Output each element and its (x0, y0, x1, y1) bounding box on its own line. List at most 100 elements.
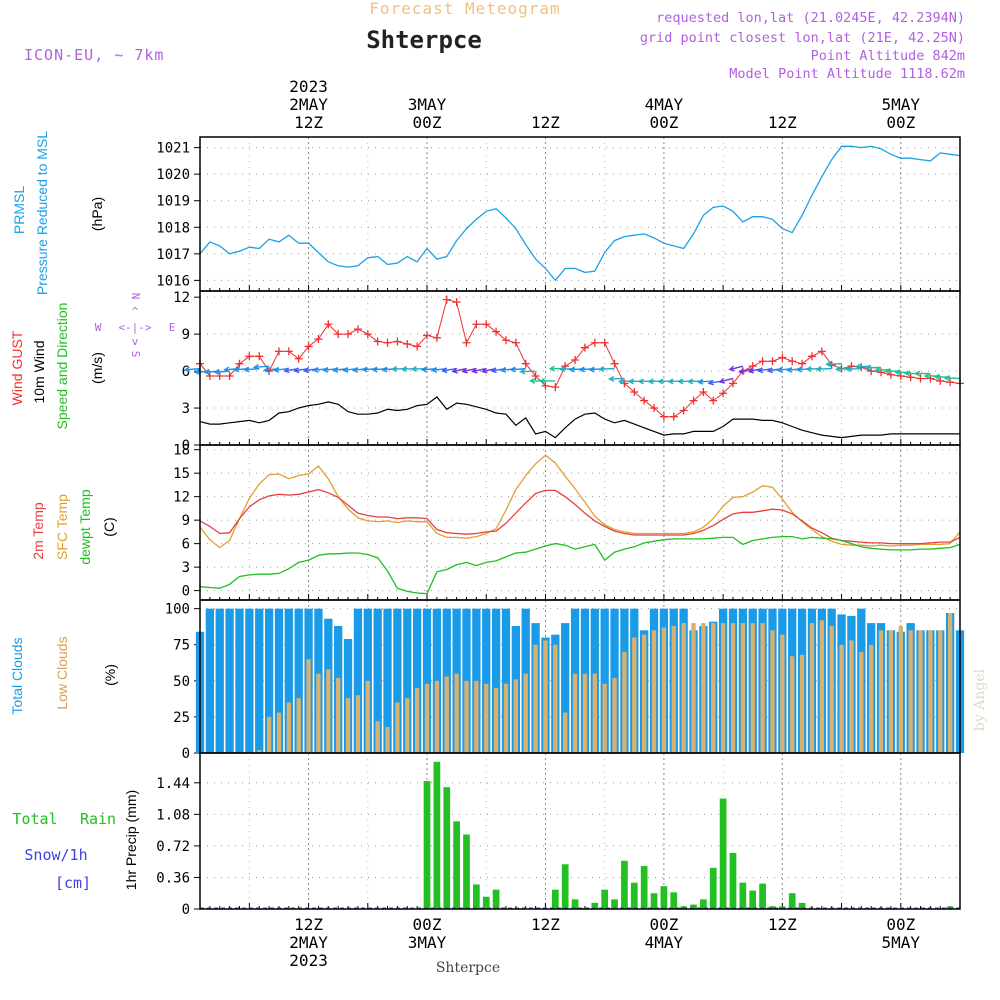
wind-arrow-head (461, 367, 468, 374)
low-cloud-bar (395, 702, 400, 753)
sfc-temp-line (199, 454, 961, 549)
pressure-line (199, 145, 961, 282)
low-cloud-bar (760, 623, 765, 753)
gust-marker (314, 335, 323, 344)
low-cloud-bar (592, 673, 597, 753)
low-cloud-bar (908, 630, 913, 753)
gust-marker (551, 383, 560, 392)
low-cloud-bar (474, 680, 479, 753)
low-cloud-bar (316, 673, 321, 753)
y-tick-label: 1.08 (156, 807, 190, 823)
precip-bar (690, 904, 697, 909)
location-title: Shterpce (366, 26, 482, 54)
gust-marker (610, 359, 619, 368)
wind-arrow-head (361, 366, 368, 373)
gust-marker (403, 339, 412, 348)
time-label-year: 2023 (289, 951, 328, 970)
low-cloud-bar (424, 683, 430, 753)
wind-arrow-head (874, 366, 881, 373)
precip-bar (453, 821, 460, 909)
precip-bar (492, 889, 500, 909)
low-cloud-bar (790, 656, 795, 753)
total-cloud-bar (294, 608, 303, 753)
time-label-date: 2MAY (289, 95, 328, 114)
wind-arrow-head (568, 366, 576, 373)
model-altitude: Model Point Altitude 1118.62m (729, 66, 965, 82)
wind-arrow-head (686, 378, 694, 385)
precip-bar (611, 899, 618, 909)
gust-marker (817, 347, 826, 356)
wind-direction-arrow (739, 367, 753, 373)
total-cloud-bar (491, 608, 501, 753)
low-cloud-bar (513, 679, 519, 753)
wind-direction-arrow (945, 377, 961, 380)
low-cloud-bar (780, 634, 785, 753)
gust-marker (807, 352, 816, 361)
wind-arrow-head (242, 366, 250, 373)
low-cloud-bar (543, 640, 548, 753)
low-cloud-bar (809, 623, 815, 753)
gust-marker (689, 396, 698, 405)
watermark: by Angel (972, 668, 988, 731)
time-label-hour: 00Z (886, 915, 915, 934)
low-cloud-bar (503, 683, 509, 753)
wind-arrow-head (756, 367, 764, 374)
total-cloud-bar (353, 608, 363, 753)
gust-marker (659, 412, 668, 421)
gust-marker (383, 338, 392, 347)
wind-arrow-head (499, 366, 507, 373)
wind-arrow-head (815, 366, 822, 373)
low-cloud-bar (365, 680, 370, 753)
wind-arrow-head (252, 364, 260, 371)
wind-arrow-head (825, 361, 832, 368)
wind-arrow-head (272, 366, 280, 373)
total-cloud-bar (501, 608, 511, 753)
compass-north: N (129, 293, 142, 300)
time-label-hour: 00Z (413, 113, 442, 132)
time-label-date: 5MAY (882, 933, 921, 952)
clouds-label-total: Total Clouds (9, 637, 25, 714)
total-cloud-bar (264, 608, 274, 753)
gust-marker (541, 381, 550, 390)
total-cloud-bar (403, 608, 412, 753)
wind-arrow-head (805, 366, 812, 373)
low-cloud-bar (266, 716, 272, 753)
precip-bar (640, 866, 648, 909)
gust-marker (798, 359, 807, 368)
dewpoint-line (199, 535, 961, 595)
wind-arrow-head (904, 370, 911, 377)
wind-arrow-head (728, 365, 735, 372)
wind-arrow-head (233, 366, 240, 373)
low-cloud-bar (553, 644, 558, 753)
gust-marker (344, 330, 353, 339)
wind-arrow-head (322, 366, 329, 373)
y-tick-label: 15 (173, 466, 190, 482)
y-tick-label: 12 (173, 490, 190, 506)
wind-speed-line (199, 396, 960, 439)
low-cloud-bar (257, 750, 262, 753)
gust-marker (580, 343, 589, 352)
y-tick-label: 1019 (156, 194, 190, 210)
gust-marker (501, 336, 510, 345)
y-tick-label: 1021 (156, 141, 190, 157)
wind-arrow-head (509, 366, 516, 373)
low-cloud-bar (770, 630, 775, 753)
precip-bar (561, 864, 569, 909)
gust-marker (284, 347, 293, 356)
wind-direction-arrow (254, 365, 270, 369)
wind-arrow-head (608, 375, 615, 382)
grid-point-coords: grid point closest lon,lat (21E, 42.25N) (640, 30, 965, 46)
low-cloud-bar (355, 695, 361, 753)
gust-marker (215, 372, 224, 381)
y-tick-label: 1020 (156, 167, 190, 183)
panel-frame (199, 752, 961, 910)
low-cloud-bar (434, 680, 440, 753)
precip-bar (423, 781, 431, 909)
time-label-hour: 00Z (649, 113, 678, 132)
gust-marker (294, 354, 303, 363)
low-cloud-bar (602, 683, 607, 753)
y-tick-label: 6 (182, 364, 190, 380)
precip-bar (650, 893, 658, 909)
